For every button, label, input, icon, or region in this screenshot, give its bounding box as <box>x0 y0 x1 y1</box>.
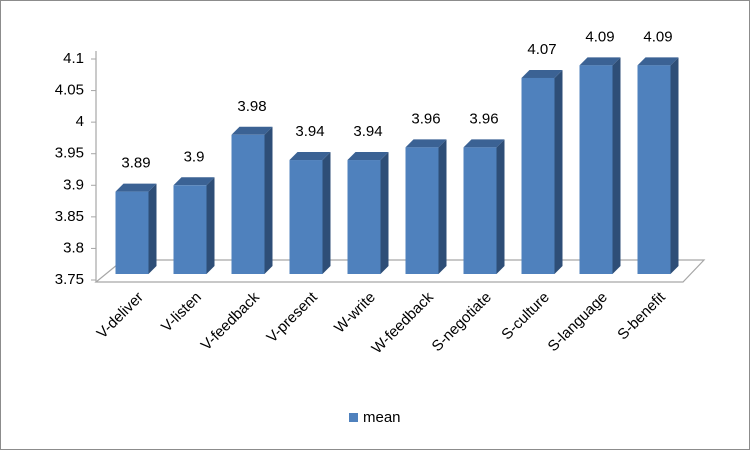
x-tick-label: S-benefit <box>614 288 669 343</box>
bar-side <box>264 126 273 275</box>
bar-side <box>670 57 679 274</box>
data-label: 3.94 <box>295 123 324 140</box>
x-tick-label: S-culture <box>498 289 552 343</box>
bar-w-write <box>347 152 389 274</box>
legend: mean <box>349 409 401 426</box>
bar-front <box>347 160 381 274</box>
bar-s-negotiate <box>463 139 505 274</box>
bar-s-language <box>579 57 621 274</box>
data-label: 3.94 <box>353 123 382 140</box>
data-label: 4.07 <box>527 41 556 58</box>
y-tick-label: 3.75 <box>55 271 84 288</box>
bar-front <box>637 65 671 274</box>
data-label: 3.89 <box>121 155 150 172</box>
floor-outline <box>94 259 706 283</box>
bar-front <box>173 185 207 274</box>
bar-front <box>289 160 323 274</box>
bar-side <box>438 139 447 274</box>
bar-front <box>231 134 265 274</box>
x-tick-label: V-listen <box>158 289 205 336</box>
bar-top <box>405 139 447 148</box>
y-tick-label: 4.1 <box>63 50 84 67</box>
bar-side <box>148 183 157 274</box>
x-tick-label: V-deliver <box>94 289 147 342</box>
bar-front <box>521 77 555 274</box>
x-tick-label: W-write <box>331 289 379 337</box>
data-label: 3.98 <box>237 98 266 115</box>
data-label: 3.9 <box>184 148 205 165</box>
x-tick-label: V-present <box>263 288 321 346</box>
bar-top <box>231 126 273 135</box>
bar-side <box>380 152 389 274</box>
bar-side <box>554 69 563 274</box>
data-label: 3.96 <box>469 110 498 127</box>
bar-front <box>405 147 439 274</box>
bar-v-present <box>289 152 331 274</box>
bar-side <box>496 139 505 274</box>
y-tick-label: 4.05 <box>55 82 84 99</box>
bar-s-culture <box>521 69 563 274</box>
data-label: 3.96 <box>411 110 440 127</box>
x-tick-label: S-language <box>545 289 611 355</box>
bar-side <box>206 177 215 274</box>
y-tick-label: 3.8 <box>63 239 84 256</box>
bar-top <box>521 69 563 78</box>
bar-side <box>612 57 621 274</box>
x-tick-label: V-feedback <box>198 288 263 353</box>
bars <box>115 57 679 275</box>
bar-v-deliver <box>115 183 157 274</box>
bar-front <box>463 147 497 274</box>
bar-top <box>115 183 157 192</box>
data-labels: 3.89 3.9 3.98 3.94 3.94 3.96 3.96 4.07 4.09 4.09 <box>121 28 672 171</box>
legend-label-mean: mean <box>363 409 401 426</box>
data-label: 4.09 <box>585 28 614 45</box>
bar-v-feedback <box>231 126 273 275</box>
bar-v-listen <box>173 177 215 274</box>
x-tick-label: W-feedback <box>368 288 437 357</box>
bar-top <box>173 177 215 186</box>
bar-top <box>637 57 679 66</box>
bar-front <box>115 191 149 274</box>
bar-front <box>579 65 613 274</box>
y-axis: 3.75 3.8 3.85 3.9 3.95 4 4.05 4.1 <box>55 50 96 288</box>
bar-side <box>322 152 331 274</box>
bar-top <box>347 152 389 161</box>
legend-swatch-mean <box>349 413 358 422</box>
bar-w-feedback <box>405 139 447 274</box>
y-tick-label: 3.85 <box>55 208 84 225</box>
y-tick-label: 3.9 <box>63 176 84 193</box>
bar-top <box>463 139 505 148</box>
data-label: 4.09 <box>643 28 672 45</box>
bar-top <box>289 152 331 161</box>
y-tick-label: 4 <box>76 113 84 130</box>
bar-top <box>579 57 621 66</box>
x-tick-label: S-negotiate <box>429 289 495 355</box>
y-tick-label: 3.95 <box>55 145 84 162</box>
bar-s-benefit <box>637 57 679 274</box>
chart-floor <box>94 51 706 283</box>
